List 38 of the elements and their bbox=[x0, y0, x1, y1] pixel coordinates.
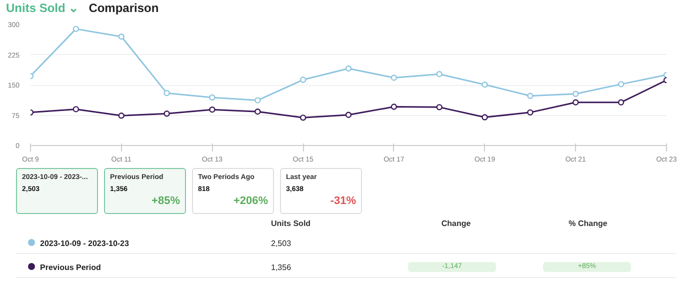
point bbox=[482, 114, 488, 120]
legend-label: 2023-10-09 - 2023-10-23 bbox=[40, 239, 129, 248]
point bbox=[254, 108, 261, 115]
point bbox=[164, 110, 170, 117]
point bbox=[572, 90, 579, 97]
point bbox=[527, 92, 534, 99]
text: +206% bbox=[232, 195, 268, 208]
point bbox=[118, 34, 124, 40]
point bbox=[482, 82, 488, 88]
text: Change bbox=[440, 218, 472, 230]
point bbox=[572, 99, 579, 106]
point bbox=[164, 90, 170, 96]
legend-label: Previous Period bbox=[40, 263, 101, 272]
point bbox=[300, 76, 306, 83]
text: +85% bbox=[150, 195, 180, 208]
point bbox=[118, 112, 124, 119]
point bbox=[300, 114, 306, 121]
point bbox=[390, 74, 398, 81]
chart-subtitle: Comparison bbox=[88, 1, 159, 15]
text: 2,503 bbox=[271, 238, 292, 250]
point bbox=[527, 109, 534, 116]
point bbox=[345, 65, 352, 72]
point bbox=[254, 97, 261, 104]
point bbox=[72, 106, 80, 112]
point bbox=[618, 99, 624, 106]
point bbox=[436, 71, 442, 78]
point bbox=[72, 26, 80, 32]
point bbox=[618, 81, 624, 88]
text: 1,356 bbox=[271, 262, 292, 274]
text: -31% bbox=[329, 195, 356, 208]
point bbox=[390, 104, 398, 110]
point bbox=[209, 94, 216, 101]
point bbox=[209, 106, 216, 113]
text: Units Sold bbox=[271, 218, 312, 230]
chart-title: Units Sold ⌄ bbox=[6, 1, 79, 15]
text: % Change bbox=[568, 218, 608, 230]
point bbox=[436, 104, 442, 110]
point bbox=[345, 112, 352, 118]
